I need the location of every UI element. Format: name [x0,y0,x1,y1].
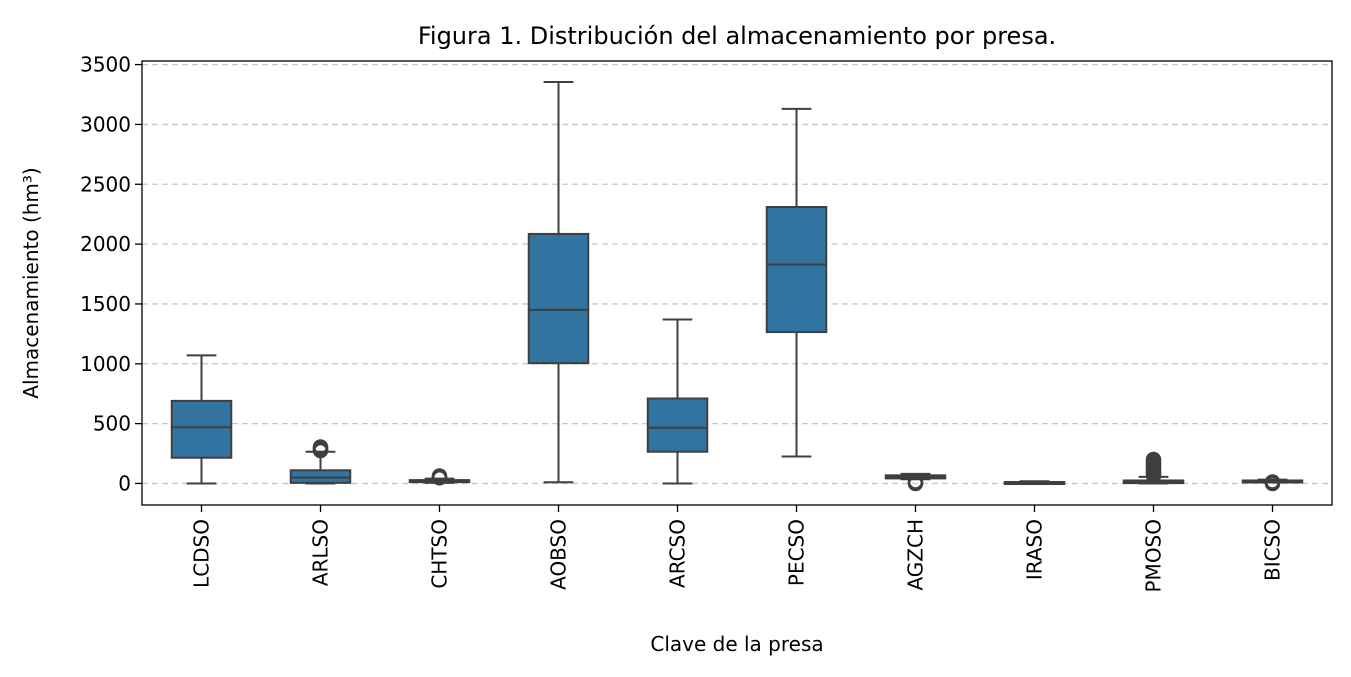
box-pmoso [1122,451,1185,485]
x-tick-label: AOBSO [547,519,571,590]
y-tick-label: 3500 [80,53,131,77]
x-tick-label: ARCSO [666,519,690,588]
box-bicso [1241,474,1304,492]
x-axis-ticks: LCDSO ARLSO CHTSO AOBSO ARCSO PECSO AGZCH IRASO… [190,505,1285,593]
outlier-point [1145,451,1162,468]
x-tick-label: AGZCH [904,519,928,591]
x-tick-label: PMOSO [1142,519,1166,593]
box-chtso [408,468,471,486]
y-tick-label: 2000 [80,232,131,256]
y-axis-title: Almacenamiento (hm³) [19,167,43,398]
outlier-point [1264,474,1281,490]
x-tick-label: IRASO [1023,519,1047,580]
box-arcso [646,318,709,485]
grid-lines [142,63,1332,485]
chart-title: Figura 1. Distribución del almacenamient… [418,22,1056,50]
y-tick-label: 500 [93,412,131,436]
y-tick-label: 2500 [80,172,131,196]
box-agzch [884,472,947,492]
x-tick-label: ARLSO [309,519,333,586]
y-tick-label: 1000 [80,352,131,376]
box-lcdso [170,354,233,485]
box-arlso [289,439,352,485]
y-tick-label: 0 [118,471,131,495]
box-iraso [1003,480,1066,486]
x-tick-label: PECSO [785,519,809,586]
iqr-box [765,206,828,334]
outlier-point [431,468,448,484]
box-pecso [765,107,828,458]
y-tick-label: 3000 [80,112,131,136]
x-tick-label: CHTSO [428,519,452,589]
iqr-box [646,397,709,453]
y-axis-ticks: 0 500 1000 1500 2000 2500 3000 3500 [80,53,142,495]
iqr-box [527,232,590,365]
y-tick-label: 1500 [80,292,131,316]
x-tick-label: LCDSO [190,519,214,588]
iqr-box [170,399,233,459]
outlier-point [312,439,329,455]
plot-frame [141,60,1333,506]
box-series [170,80,1304,492]
x-axis-title: Clave de la presa [650,632,823,656]
x-tick-label: BICSO [1261,519,1285,581]
outlier-point [907,474,924,490]
box-aobso [527,80,590,484]
